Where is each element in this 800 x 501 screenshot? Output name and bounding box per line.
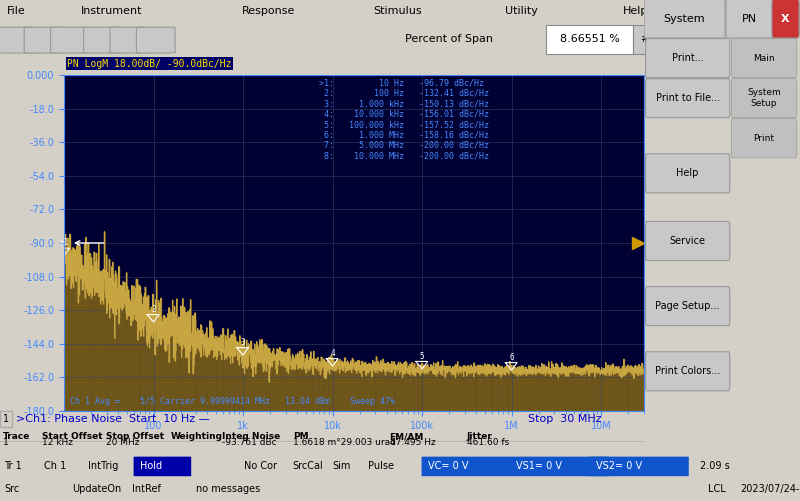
Text: Ch 1 Avg =    5/5 Carrier 9.99999414 MHz   13.04 dBm    Sweep 47%: Ch 1 Avg = 5/5 Carrier 9.99999414 MHz 13…	[70, 397, 395, 406]
FancyBboxPatch shape	[646, 352, 730, 391]
FancyBboxPatch shape	[726, 0, 773, 38]
Text: Percent of Span: Percent of Span	[405, 35, 493, 44]
Text: FM/AM: FM/AM	[390, 432, 424, 441]
FancyBboxPatch shape	[422, 456, 510, 476]
Text: 2023/07/24-08:02: 2023/07/24-08:02	[740, 484, 800, 494]
Text: Src: Src	[4, 484, 19, 494]
Text: 8.66551 %: 8.66551 %	[559, 35, 619, 44]
Text: 2: 2	[151, 305, 156, 314]
Text: 5: 5	[420, 352, 425, 361]
Text: 3: 3	[241, 338, 246, 347]
Text: VS1= 0 V: VS1= 0 V	[516, 461, 562, 471]
Text: >Ch1: Phase Noise  Start  10 Hz —: >Ch1: Phase Noise Start 10 Hz —	[16, 414, 210, 424]
FancyBboxPatch shape	[646, 154, 730, 193]
FancyBboxPatch shape	[0, 27, 37, 53]
Text: 47.495 Hz: 47.495 Hz	[390, 438, 435, 447]
Text: File: File	[6, 7, 26, 16]
FancyBboxPatch shape	[646, 221, 730, 261]
Text: no messages: no messages	[196, 484, 260, 494]
FancyBboxPatch shape	[590, 456, 689, 476]
Text: Hold: Hold	[140, 461, 162, 471]
FancyBboxPatch shape	[731, 79, 797, 118]
Text: Instrument: Instrument	[81, 7, 142, 16]
FancyBboxPatch shape	[50, 27, 90, 53]
Text: 20 MHz: 20 MHz	[106, 438, 140, 447]
Text: VC= 0 V: VC= 0 V	[428, 461, 469, 471]
Text: 12 kHz: 12 kHz	[42, 438, 73, 447]
FancyBboxPatch shape	[633, 25, 656, 54]
FancyBboxPatch shape	[134, 456, 191, 476]
Text: 2.09 s: 2.09 s	[700, 461, 730, 471]
FancyBboxPatch shape	[772, 0, 799, 38]
Text: Print: Print	[754, 134, 774, 143]
FancyBboxPatch shape	[110, 27, 149, 53]
Text: 461.60 fs: 461.60 fs	[467, 438, 509, 447]
Text: UpdateOn: UpdateOn	[72, 484, 122, 494]
FancyBboxPatch shape	[24, 27, 63, 53]
FancyBboxPatch shape	[84, 27, 122, 53]
Text: Tr 1: Tr 1	[4, 461, 22, 471]
FancyBboxPatch shape	[546, 25, 633, 54]
Text: 1.6618 m°29.003 urad: 1.6618 m°29.003 urad	[293, 438, 396, 447]
FancyBboxPatch shape	[646, 39, 730, 78]
Text: VS2= 0 V: VS2= 0 V	[596, 461, 642, 471]
Text: Ch 1: Ch 1	[44, 461, 66, 471]
Text: Start Offset: Start Offset	[42, 432, 102, 441]
Text: System: System	[663, 14, 705, 24]
FancyBboxPatch shape	[731, 119, 797, 158]
Text: Integ Noise: Integ Noise	[222, 432, 281, 441]
Text: Sim: Sim	[332, 461, 350, 471]
Text: Stimulus: Stimulus	[374, 7, 422, 16]
Text: Utility: Utility	[505, 7, 538, 16]
FancyBboxPatch shape	[646, 287, 730, 326]
Text: IntRef: IntRef	[132, 484, 161, 494]
Text: System
Setup: System Setup	[747, 89, 781, 108]
Text: No Cor: No Cor	[244, 461, 277, 471]
FancyBboxPatch shape	[646, 79, 730, 118]
FancyBboxPatch shape	[644, 0, 725, 38]
Text: LCL: LCL	[708, 484, 726, 494]
Text: 1: 1	[3, 414, 10, 424]
Text: 1: 1	[3, 438, 9, 447]
Text: PM: PM	[293, 432, 309, 441]
FancyBboxPatch shape	[510, 456, 609, 476]
Text: Stop  30 MHz: Stop 30 MHz	[528, 414, 602, 424]
FancyBboxPatch shape	[731, 39, 797, 78]
Text: >1:         10 Hz   -96.79 dBc/Hz
 2:        100 Hz   -132.41 dBc/Hz
 3:     1.0: >1: 10 Hz -96.79 dBc/Hz 2: 100 Hz -132.4…	[319, 79, 490, 160]
Text: Jitter: Jitter	[467, 432, 493, 441]
Text: -93.761 dBc: -93.761 dBc	[222, 438, 277, 447]
Text: Response: Response	[242, 7, 294, 16]
Text: 6: 6	[510, 353, 514, 362]
Text: Main: Main	[754, 54, 775, 63]
Text: Print...: Print...	[672, 53, 703, 63]
Text: 4: 4	[330, 349, 335, 358]
Text: IntTrig: IntTrig	[88, 461, 118, 471]
Text: Stop Offset: Stop Offset	[106, 432, 164, 441]
Text: Help: Help	[677, 168, 699, 178]
Text: Page Setup...: Page Setup...	[655, 301, 720, 311]
Text: Print to File...: Print to File...	[656, 93, 720, 103]
Text: Service: Service	[670, 236, 706, 246]
Text: Trace: Trace	[3, 432, 30, 441]
Text: #: #	[641, 35, 649, 44]
Text: SrcCal: SrcCal	[292, 461, 322, 471]
Text: X: X	[781, 14, 790, 24]
Text: Weighting: Weighting	[170, 432, 222, 441]
Text: PN: PN	[742, 14, 757, 24]
Text: Help: Help	[622, 7, 648, 16]
Text: Print Colors...: Print Colors...	[655, 366, 720, 376]
Text: Pulse: Pulse	[368, 461, 394, 471]
FancyBboxPatch shape	[136, 27, 175, 53]
Text: PN LogM 18.00dB/ -90.0dBc/Hz: PN LogM 18.00dB/ -90.0dBc/Hz	[67, 59, 231, 69]
Text: >1: >1	[59, 238, 69, 247]
